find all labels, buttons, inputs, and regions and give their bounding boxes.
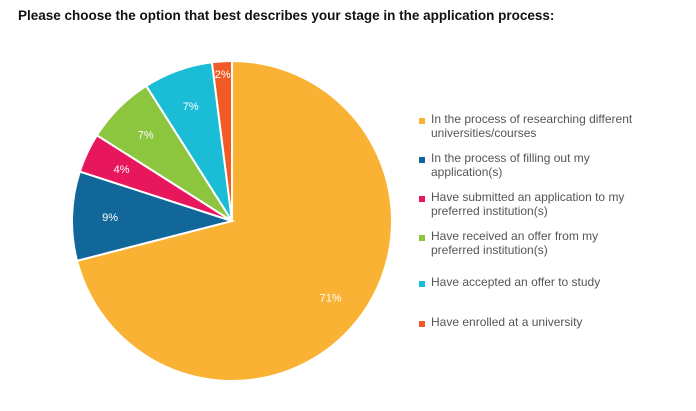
pie-data-label-6: 2% [215, 69, 231, 81]
legend-item-5: Have accepted an offer to study [419, 275, 600, 289]
pie-data-label-1: 71% [320, 292, 342, 304]
pie-slice-6 [210, 59, 233, 222]
pie-data-label-4: 7% [138, 130, 154, 142]
pie-slices [71, 59, 393, 382]
pie-data-label-5: 7% [183, 101, 199, 113]
legend-swatch [419, 196, 425, 202]
pie-data-label-2: 9% [102, 212, 118, 224]
legend-swatch [419, 157, 425, 163]
legend-item-4: Have received an offer from my preferred … [419, 229, 598, 257]
legend-item-3: Have submitted an application to my prefe… [419, 190, 624, 218]
legend-label: Have accepted an offer to study [431, 275, 601, 289]
pie-slice-2 [71, 170, 236, 263]
legend-item-1: In the process of researching different u… [419, 112, 632, 140]
legend-swatch [419, 281, 425, 287]
legend-swatch [419, 118, 425, 124]
legend-item-6: Have enrolled at a university [419, 315, 582, 329]
legend-label: In the process of filling out my applicat… [431, 151, 590, 179]
legend-label: Have received an offer from my preferred … [431, 229, 599, 257]
legend-label: Have submitted an application to my prefe… [431, 190, 625, 218]
pie-data-label-3: 4% [114, 164, 130, 176]
chart-title: Please choose the option that best descr… [18, 8, 555, 23]
pie-data-labels: 71% 9% 4% 7% 7% 2% [102, 69, 342, 304]
legend-swatch [419, 321, 425, 327]
legend-swatch [419, 235, 425, 241]
legend-label: In the process of researching different u… [431, 112, 633, 140]
legend-label: Have enrolled at a university [431, 315, 583, 329]
legend-item-2: In the process of filling out my applicat… [419, 151, 590, 179]
